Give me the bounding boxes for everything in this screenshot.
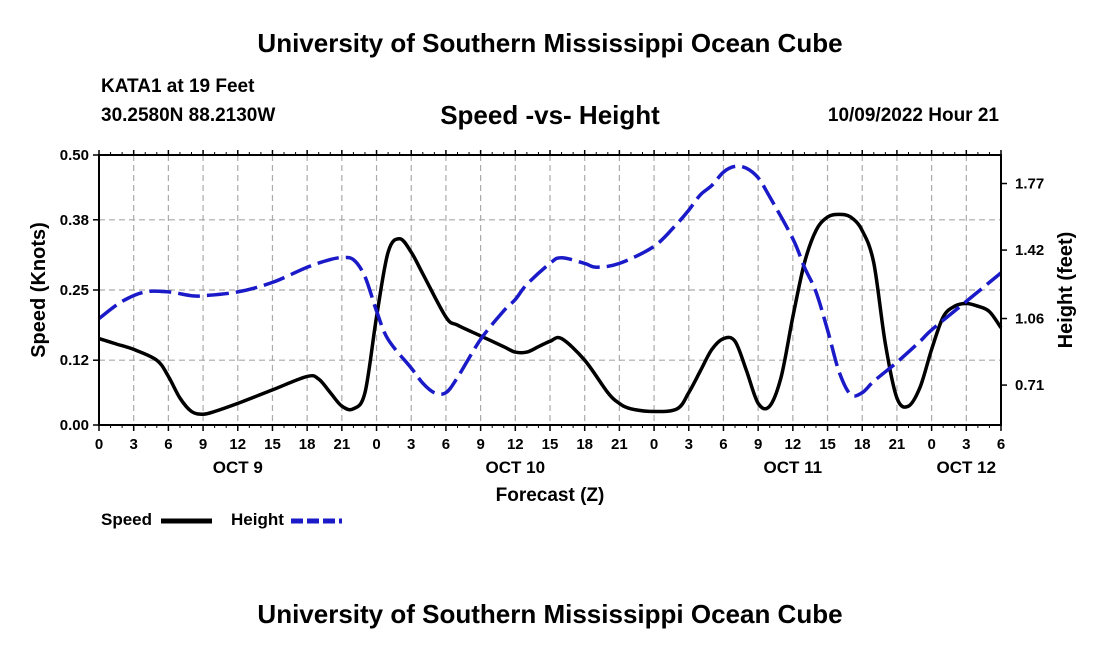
- x-tick-label: 15: [542, 436, 559, 453]
- x-tick-label: 6: [164, 436, 172, 453]
- x-tick-label: 21: [611, 436, 628, 453]
- y-tick-label: 0.25: [60, 282, 89, 299]
- x-tick-label: 6: [719, 436, 727, 453]
- y2-axis-label: Height (feet): [1055, 232, 1077, 349]
- y2-tick-label: 1.42: [1015, 242, 1044, 259]
- x-day-label: OCT 11: [764, 458, 823, 477]
- x-tick-label: 9: [476, 436, 484, 453]
- x-axis-label: Forecast (Z): [496, 485, 605, 506]
- legend: Speed Height: [101, 510, 342, 529]
- x-day-label: OCT 10: [486, 458, 546, 477]
- x-tick-label: 21: [889, 436, 906, 453]
- y-tick-label: 0.50: [60, 147, 89, 164]
- forecast-datetime: 10/09/2022 Hour 21: [827, 105, 999, 126]
- x-tick-label: 3: [685, 436, 693, 453]
- x-tick-label: 3: [962, 436, 970, 453]
- x-tick-label: 9: [754, 436, 762, 453]
- x-tick-label: 21: [334, 436, 351, 453]
- x-tick-label: 0: [95, 436, 103, 453]
- station-label: KATA1 at 19 Feet: [101, 76, 255, 97]
- grid: [99, 155, 1001, 425]
- x-tick-label: 6: [997, 436, 1005, 453]
- y-axis-label: Speed (Knots): [28, 222, 50, 358]
- series-lines: [97, 164, 1003, 416]
- x-tick-label: 3: [130, 436, 138, 453]
- legend-label-height: Height: [231, 510, 284, 529]
- chart-subtitle: Speed -vs- Height: [440, 100, 660, 130]
- x-tick-label: 3: [407, 436, 415, 453]
- x-tick-label: 12: [229, 436, 246, 453]
- x-tick-label: 12: [507, 436, 524, 453]
- coordinates-label: 30.2580N 88.2130W: [101, 105, 276, 126]
- series-line-height: [97, 164, 1003, 398]
- x-tick-label: 15: [819, 436, 836, 453]
- x-tick-label: 18: [854, 436, 871, 453]
- legend-label-speed: Speed: [101, 510, 152, 529]
- x-tick-label: 9: [199, 436, 207, 453]
- axes: 0 3 6 9 12 15 18 21 0 3 6 9 12 15 18 21 0 3 6 9 12 15 18 21 0 3 6O…: [60, 147, 1044, 477]
- y-tick-label: 0.38: [60, 212, 89, 229]
- footer-title: University of Southern Mississippi Ocean…: [257, 599, 843, 629]
- y2-tick-label: 1.77: [1015, 176, 1044, 193]
- x-day-label: OCT 9: [213, 458, 263, 477]
- x-tick-label: 0: [372, 436, 380, 453]
- y-tick-label: 0.00: [60, 417, 89, 434]
- chart-title: University of Southern Mississippi Ocean…: [257, 28, 843, 58]
- x-tick-label: 15: [264, 436, 281, 453]
- x-tick-label: 0: [650, 436, 658, 453]
- x-tick-label: 12: [785, 436, 802, 453]
- y2-tick-label: 1.06: [1015, 311, 1044, 328]
- x-tick-label: 18: [576, 436, 593, 453]
- x-day-label: OCT 12: [937, 458, 997, 477]
- x-tick-label: 6: [442, 436, 450, 453]
- x-tick-label: 0: [927, 436, 935, 453]
- y2-tick-label: 0.71: [1015, 377, 1044, 394]
- y-tick-label: 0.12: [60, 352, 89, 369]
- x-tick-label: 18: [299, 436, 316, 453]
- series-line-speed: [98, 212, 1003, 416]
